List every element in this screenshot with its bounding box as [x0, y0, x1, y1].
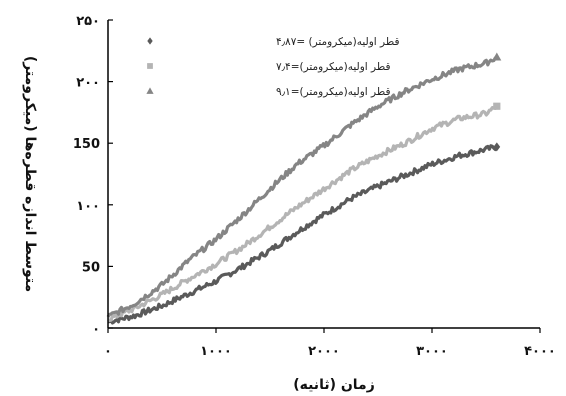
- legend-marker: [146, 87, 154, 94]
- legend-marker: [147, 63, 153, 69]
- ticks: ۰ 50 ۱۰۰ 150 ۲۰۰ ۲۵۰ ۰ ۱۰۰۰ ۲۰۰۰ ۳۰۰۰ ۴۰۰۰: [73, 14, 556, 359]
- legend-entry-label: قطر اولیه(میکرومتر)=۹٫۱: [276, 86, 390, 98]
- x-tick-label: ۲۰۰۰: [308, 344, 340, 359]
- y-tick-label: 50: [82, 260, 100, 275]
- x-axis-title: زمان (ثانیه): [293, 377, 375, 393]
- x-tick-label: ۳۰۰۰: [416, 344, 448, 359]
- series-line: [106, 55, 498, 318]
- series-end-marker: [493, 142, 501, 152]
- x-tick-label: ۰: [104, 344, 112, 359]
- series-end-marker: [493, 102, 501, 110]
- legend-entry-label: قطر اولیه(میکرومتر)=۷٫۴: [276, 61, 390, 73]
- series-end-marker: [492, 52, 502, 61]
- legend-entry-label: قطر اولیه(میکرومتر) =۴٫۸۷: [276, 36, 399, 48]
- x-tick-label: ۴۰۰۰: [524, 344, 556, 359]
- legend: قطر اولیه(میکرومتر) =۴٫۸۷ قطر اولیه(میکرو…: [146, 36, 399, 98]
- y-tick-label: 150: [73, 137, 100, 152]
- legend-marker: [147, 37, 153, 45]
- series-line: [107, 144, 499, 325]
- y-tick-label: ۲۰۰: [76, 76, 100, 91]
- series-line: [107, 105, 499, 322]
- y-tick-label: ۰: [92, 322, 100, 337]
- x-tick-label: ۱۰۰۰: [200, 344, 232, 359]
- y-axis-title: متوسط اندازه قطره‌ها (میکرومتر): [22, 56, 38, 292]
- y-tick-label: ۱۰۰: [76, 199, 100, 214]
- y-tick-label: ۲۵۰: [76, 14, 100, 29]
- series-layer: [106, 52, 502, 325]
